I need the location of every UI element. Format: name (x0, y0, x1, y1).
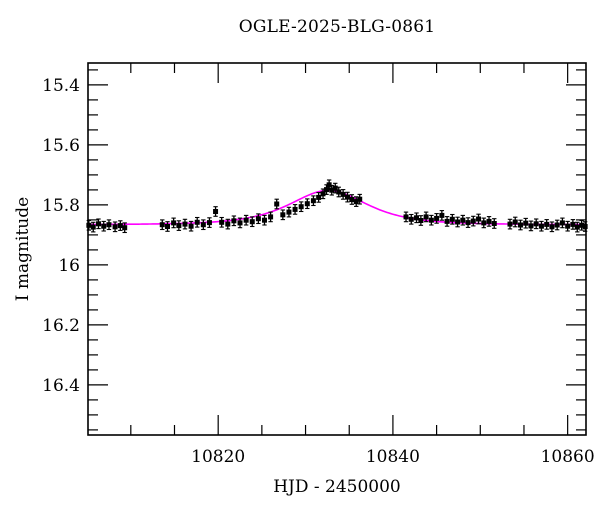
data-point (101, 223, 107, 229)
data-point (304, 201, 310, 207)
data-point (171, 220, 177, 226)
y-tick-label: 15.6 (42, 136, 80, 156)
data-point (434, 215, 440, 221)
data-point (237, 220, 243, 226)
data-point (455, 219, 461, 225)
x-axis-label: HJD - 2450000 (273, 477, 401, 497)
data-point (112, 224, 118, 230)
data-point (310, 198, 316, 204)
data-point (200, 222, 206, 228)
x-tick-label: 10820 (191, 447, 245, 467)
data-point (326, 182, 332, 188)
data-point (449, 216, 455, 222)
data-point (320, 191, 326, 197)
model-curve (87, 189, 585, 226)
data-point (486, 218, 492, 224)
data-point (549, 224, 555, 230)
data-point (507, 221, 513, 227)
data-point (182, 221, 188, 227)
data-point (533, 221, 539, 227)
x-tick-label: 10840 (366, 447, 420, 467)
data-point (565, 223, 571, 229)
data-point (316, 194, 322, 200)
data-point (298, 204, 304, 210)
data-point (582, 224, 588, 229)
data-point (243, 217, 249, 223)
data-point (86, 222, 92, 228)
data-point (286, 209, 292, 215)
data-point (349, 197, 355, 202)
data-point (523, 220, 529, 226)
data-point (165, 224, 171, 229)
data-point (206, 220, 212, 226)
data-point (340, 191, 346, 197)
data-point (465, 220, 471, 226)
data-point (159, 222, 165, 228)
data-point (332, 185, 338, 191)
y-tick-label: 16 (58, 256, 80, 276)
data-point (336, 189, 342, 195)
data-point (579, 222, 585, 228)
data-point (292, 206, 298, 212)
data-point (188, 223, 194, 229)
data-point (414, 215, 420, 221)
y-tick-label: 15.4 (42, 76, 80, 96)
data-point (213, 209, 219, 214)
data-point (408, 216, 414, 222)
x-tick-label: 10860 (541, 447, 595, 467)
data-point (353, 199, 359, 205)
data-point (344, 194, 350, 200)
data-point (423, 214, 429, 220)
data-point (491, 221, 497, 226)
data-point (476, 216, 482, 222)
data-point (528, 223, 534, 229)
data-point (481, 220, 487, 226)
data-point (444, 218, 450, 224)
data-point (403, 214, 409, 220)
data-point (324, 187, 330, 193)
data-point (176, 223, 182, 229)
data-point (544, 221, 550, 227)
data-point (570, 221, 576, 227)
data-point (249, 219, 255, 225)
data-point (274, 201, 280, 207)
data-point (219, 219, 225, 225)
data-point (117, 223, 123, 229)
y-tick-label: 16.4 (42, 376, 80, 396)
plot-frame (87, 62, 587, 436)
data-point (512, 219, 518, 225)
data-point (538, 223, 544, 229)
data-point (122, 225, 128, 231)
data-point (95, 221, 101, 227)
data-point (225, 221, 231, 227)
data-point (261, 217, 267, 223)
data-point (559, 220, 565, 226)
data-point (280, 212, 286, 218)
data-point (439, 212, 445, 218)
y-tick-label: 16.2 (42, 316, 80, 336)
data-point (106, 222, 112, 228)
data-point (418, 218, 424, 223)
data-point (231, 218, 237, 224)
chart-title: OGLE-2025-BLG-0861 (238, 17, 436, 37)
data-point (428, 217, 434, 223)
y-tick-label: 15.8 (42, 196, 80, 216)
data-point (517, 222, 523, 228)
data-point (470, 218, 476, 224)
data-point (554, 222, 560, 228)
data-point (574, 224, 580, 230)
data-point (255, 216, 261, 222)
data-point (357, 196, 363, 202)
data-point (90, 224, 96, 230)
data-point (194, 219, 200, 225)
data-point (268, 214, 274, 220)
data-point (329, 187, 335, 193)
data-point (460, 217, 466, 223)
